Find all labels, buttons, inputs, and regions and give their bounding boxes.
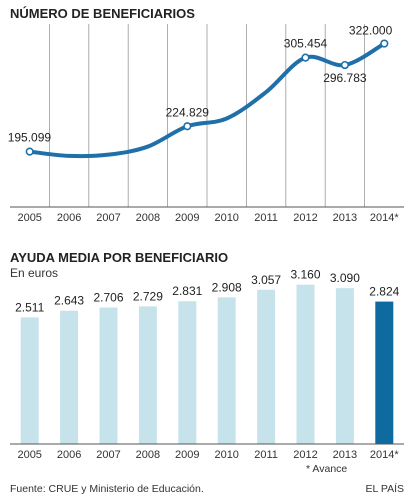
line-x-tick-label: 2013 xyxy=(333,212,357,224)
aid-bar-value-label: 2.831 xyxy=(172,284,202,298)
beneficiaries-chart-title: NÚMERO DE BENEFICIARIOS xyxy=(10,6,195,21)
line-data-point xyxy=(25,147,34,156)
bar-x-tick-label: 2009 xyxy=(175,449,199,461)
aid-bar xyxy=(217,297,236,444)
bar-x-tick-label: 2012 xyxy=(293,449,317,461)
line-x-tick-label: 2006 xyxy=(57,212,81,224)
aid-bar-value-label: 2.729 xyxy=(133,289,163,303)
aid-bar xyxy=(178,301,197,444)
bar-x-tick-label: 2011 xyxy=(254,449,278,461)
aid-bar xyxy=(257,289,276,444)
aid-bar-value-label: 2.511 xyxy=(15,300,44,314)
line-data-label: 195.099 xyxy=(8,131,52,145)
beneficiaries-line-chart: NÚMERO DE BENEFICIARIOS 2005 2006 2007 2008… xyxy=(8,6,404,224)
line-x-tick-label: 2009 xyxy=(175,212,199,224)
line-data-point xyxy=(183,122,192,131)
bar-x-tick-label: 2014* xyxy=(370,449,399,461)
aid-bar-value-label: 3.160 xyxy=(290,268,320,282)
line-x-tick-label: 2010 xyxy=(214,212,238,224)
line-x-tick-label: 2011 xyxy=(254,212,278,224)
line-data-label: 305.454 xyxy=(284,37,328,51)
line-x-tick-label: 2014* xyxy=(370,212,399,224)
average-aid-chart-title: AYUDA MEDIA POR BENEFICIARIO xyxy=(10,250,228,265)
aid-bar-value-label: 2.643 xyxy=(54,294,84,308)
line-x-tick-label: 2008 xyxy=(136,212,160,224)
bar-x-tick-label: 2006 xyxy=(57,449,81,461)
source-text: Fuente: CRUE y Ministerio de Educación. xyxy=(10,483,204,495)
line-x-tick-label: 2012 xyxy=(293,212,317,224)
aid-bar xyxy=(60,310,79,444)
line-x-tick-label: 2007 xyxy=(96,212,120,224)
aid-bar xyxy=(138,306,157,444)
average-aid-bar-chart: AYUDA MEDIA POR BENEFICIARIO En euros 2.… xyxy=(10,250,404,461)
line-data-label: 296.783 xyxy=(323,71,367,85)
aid-bar-value-label: 3.090 xyxy=(330,271,360,285)
average-aid-chart-subtitle: En euros xyxy=(10,266,58,280)
line-data-point xyxy=(340,60,350,70)
brand-text: EL PAÍS xyxy=(365,482,404,495)
aid-bar-value-label: 2.908 xyxy=(212,280,242,294)
aid-bar xyxy=(335,288,354,444)
aid-bar-value-label: 2.824 xyxy=(369,285,399,299)
line-data-label: 224.829 xyxy=(166,105,210,119)
line-data-point xyxy=(301,53,310,62)
aid-bar xyxy=(375,301,394,444)
line-data-label: 322.000 xyxy=(349,24,393,38)
bar-x-tick-label: 2005 xyxy=(17,449,41,461)
aid-bar xyxy=(20,317,39,444)
bar-x-tick-label: 2010 xyxy=(214,449,238,461)
aid-bar-value-label: 3.057 xyxy=(251,273,281,287)
line-x-tick-label: 2005 xyxy=(17,212,41,224)
forecast-footnote: * Avance xyxy=(306,463,347,475)
aid-bar-value-label: 2.706 xyxy=(93,291,123,305)
bar-x-tick-label: 2008 xyxy=(136,449,160,461)
aid-bar xyxy=(296,284,315,444)
bar-x-tick-label: 2007 xyxy=(96,449,120,461)
beneficiaries-series-line xyxy=(27,41,387,159)
aid-bar xyxy=(99,307,118,444)
bar-x-tick-label: 2013 xyxy=(333,449,357,461)
line-data-point xyxy=(380,39,389,48)
